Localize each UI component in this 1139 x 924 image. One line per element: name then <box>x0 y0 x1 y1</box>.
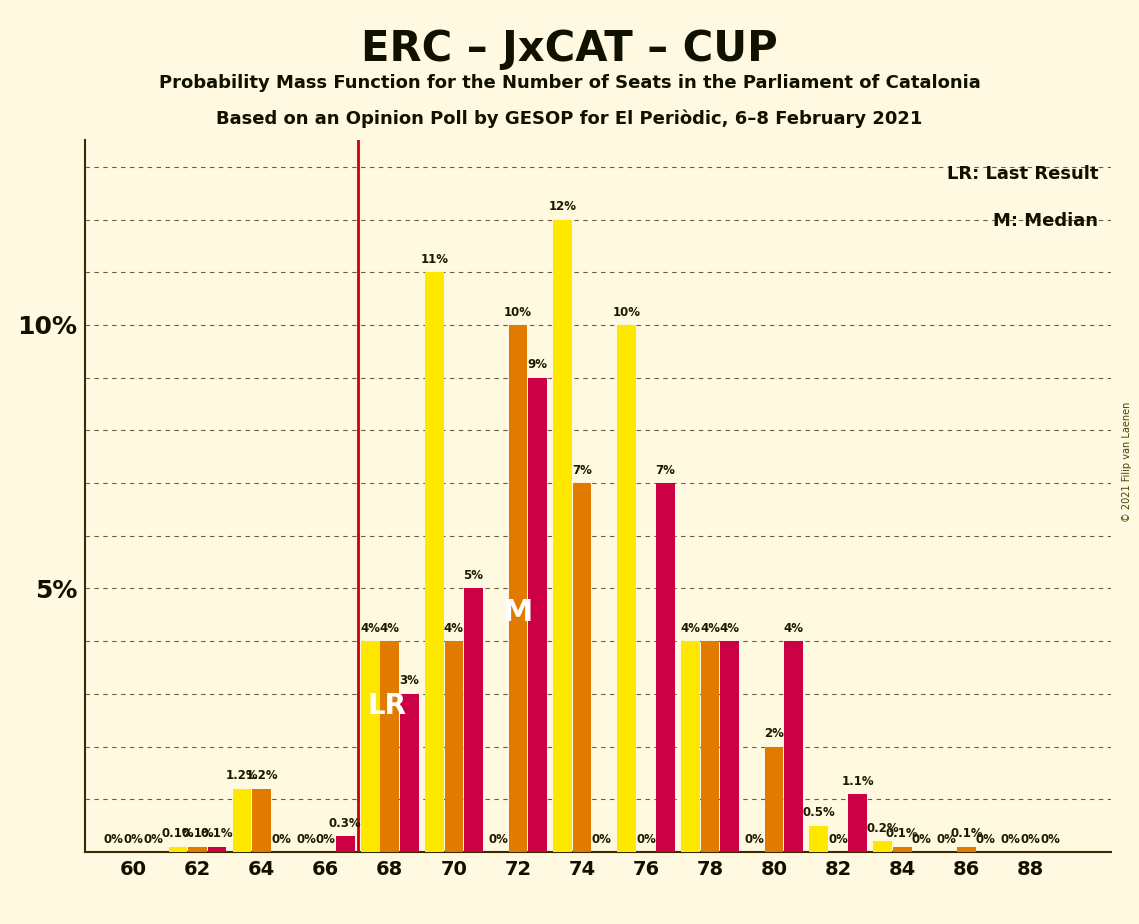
Bar <box>232 789 252 852</box>
Bar <box>573 483 591 852</box>
Bar <box>874 842 892 852</box>
Bar <box>464 589 483 852</box>
Text: 0.1%: 0.1% <box>886 827 919 840</box>
Text: 0.1%: 0.1% <box>162 827 195 840</box>
Text: 4%: 4% <box>444 622 464 635</box>
Text: 0%: 0% <box>636 833 656 845</box>
Text: 10%: 10% <box>503 306 532 319</box>
Text: 0.1%: 0.1% <box>950 827 983 840</box>
Text: 1.2%: 1.2% <box>245 770 278 783</box>
Bar <box>253 789 271 852</box>
Bar <box>810 825 828 852</box>
Text: 0%: 0% <box>591 833 612 845</box>
Text: 11%: 11% <box>420 253 449 266</box>
Bar <box>957 846 976 852</box>
Text: 0%: 0% <box>1040 833 1060 845</box>
Text: 7%: 7% <box>656 464 675 477</box>
Text: 3%: 3% <box>400 675 419 687</box>
Bar <box>361 641 379 852</box>
Text: Probability Mass Function for the Number of Seats in the Parliament of Catalonia: Probability Mass Function for the Number… <box>158 74 981 91</box>
Text: 0%: 0% <box>912 833 932 845</box>
Text: 2%: 2% <box>764 727 784 740</box>
Bar <box>765 747 784 852</box>
Bar <box>188 846 207 852</box>
Text: 0%: 0% <box>976 833 995 845</box>
Bar <box>207 846 227 852</box>
Text: LR: LR <box>368 692 407 720</box>
Text: 12%: 12% <box>548 201 576 213</box>
Text: 0%: 0% <box>1001 833 1021 845</box>
Text: 0%: 0% <box>489 833 508 845</box>
Text: 0.2%: 0.2% <box>867 822 899 835</box>
Text: 5%: 5% <box>464 569 483 582</box>
Bar <box>700 641 720 852</box>
Bar <box>380 641 399 852</box>
Text: 0%: 0% <box>144 833 163 845</box>
Text: M: M <box>502 598 533 626</box>
Text: 0.3%: 0.3% <box>329 817 361 830</box>
Bar <box>400 694 418 852</box>
Text: 7%: 7% <box>572 464 592 477</box>
Bar <box>169 846 187 852</box>
Text: 0%: 0% <box>937 833 957 845</box>
Text: 4%: 4% <box>681 622 700 635</box>
Bar <box>554 220 572 852</box>
Bar <box>656 483 674 852</box>
Bar <box>617 325 636 852</box>
Text: 9%: 9% <box>527 359 548 371</box>
Text: 0.5%: 0.5% <box>802 807 835 820</box>
Text: 4%: 4% <box>379 622 400 635</box>
Text: 0.1%: 0.1% <box>181 827 214 840</box>
Text: 0.1%: 0.1% <box>200 827 233 840</box>
Bar <box>528 378 547 852</box>
Text: 0%: 0% <box>828 833 849 845</box>
Bar <box>681 641 699 852</box>
Text: 0%: 0% <box>745 833 764 845</box>
Text: 4%: 4% <box>784 622 804 635</box>
Text: ERC – JxCAT – CUP: ERC – JxCAT – CUP <box>361 28 778 69</box>
Bar <box>425 273 443 852</box>
Text: 1.2%: 1.2% <box>226 770 259 783</box>
Text: M: Median: M: Median <box>993 212 1098 229</box>
Text: 0%: 0% <box>104 833 124 845</box>
Text: 0%: 0% <box>123 833 144 845</box>
Text: LR: Last Result: LR: Last Result <box>947 165 1098 183</box>
Text: 4%: 4% <box>720 622 739 635</box>
Text: 10%: 10% <box>613 306 640 319</box>
Bar <box>849 794 867 852</box>
Text: 4%: 4% <box>360 622 380 635</box>
Text: 4%: 4% <box>700 622 720 635</box>
Text: 0%: 0% <box>296 833 317 845</box>
Text: 1.1%: 1.1% <box>842 774 874 787</box>
Bar <box>720 641 739 852</box>
Text: Based on an Opinion Poll by GESOP for El Periòdic, 6–8 February 2021: Based on an Opinion Poll by GESOP for El… <box>216 109 923 128</box>
Bar <box>336 836 354 852</box>
Text: 0%: 0% <box>271 833 292 845</box>
Text: © 2021 Filip van Laenen: © 2021 Filip van Laenen <box>1122 402 1132 522</box>
Text: 0%: 0% <box>316 833 336 845</box>
Text: 0%: 0% <box>1021 833 1040 845</box>
Bar <box>893 846 911 852</box>
Bar <box>509 325 527 852</box>
Bar <box>785 641 803 852</box>
Bar <box>444 641 464 852</box>
